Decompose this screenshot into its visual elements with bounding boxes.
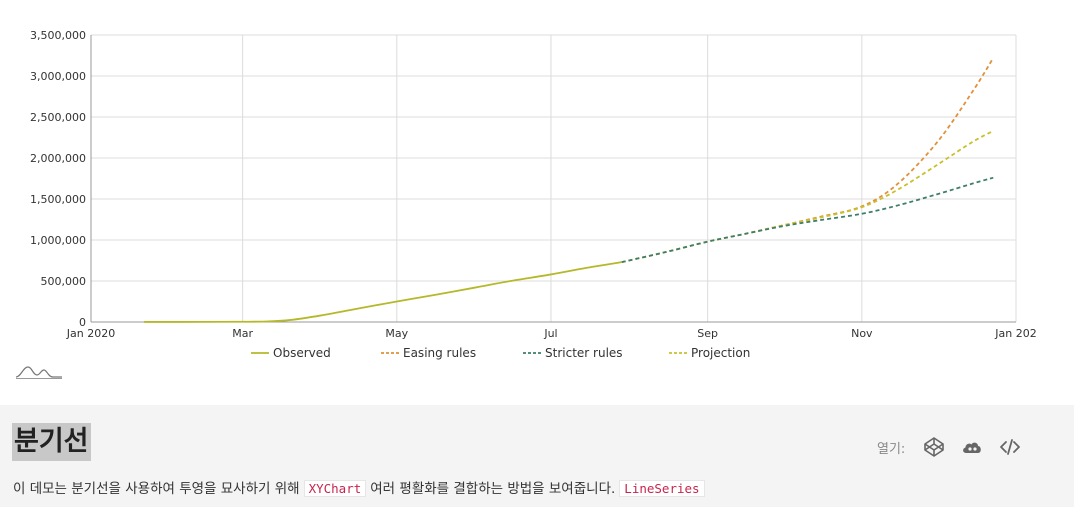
x-tick-label: Sep xyxy=(697,327,718,340)
legend-item[interactable]: Projection xyxy=(669,346,750,360)
legend-label: Stricter rules xyxy=(545,346,623,360)
y-tick-label: 3,500,000 xyxy=(30,29,86,42)
y-tick-label: 2,000,000 xyxy=(30,152,86,165)
x-tick-label: Jan 202 xyxy=(994,327,1036,340)
demo-footer: 분기선 열기: 이 데모는 분기선을 사용하여 투영을 묘사하기 위해 XYCha… xyxy=(0,405,1074,507)
legend-swatch xyxy=(523,352,541,354)
legend-item[interactable]: Observed xyxy=(251,346,331,360)
code-icon[interactable] xyxy=(998,435,1022,459)
y-tick-label: 0 xyxy=(79,316,86,329)
x-tick-label: Mar xyxy=(232,327,253,340)
x-tick-label: Jul xyxy=(543,327,557,340)
amcharts-logo-icon[interactable] xyxy=(15,364,65,380)
y-tick-label: 500,000 xyxy=(41,275,87,288)
legend-swatch xyxy=(381,352,399,354)
legend-swatch xyxy=(251,352,269,354)
y-tick-label: 1,500,000 xyxy=(30,193,86,206)
x-tick-label: Nov xyxy=(851,327,873,340)
series-line-observed xyxy=(144,261,622,323)
legend-label: Projection xyxy=(691,346,751,360)
y-tick-label: 3,000,000 xyxy=(30,70,86,83)
line-chart: 0 500,000 1,000,000 1,500,000 2,000,000 2,500… xyxy=(30,29,1037,340)
code-xychart: XYChart xyxy=(303,480,367,497)
desc-text-2: 여러 평활화를 결합하는 방법을 보여줍니다. xyxy=(370,481,616,497)
chart-legend: Observed Easing rules Stricter rules Projec… xyxy=(0,346,1074,364)
y-tick-label: 2,500,000 xyxy=(30,111,86,124)
x-tick-label: Jan 2020 xyxy=(66,327,115,340)
cloud-icon[interactable] xyxy=(960,435,984,459)
codepen-icon[interactable] xyxy=(922,435,946,459)
legend-item[interactable]: Stricter rules xyxy=(523,346,623,360)
legend-swatch xyxy=(669,352,687,354)
x-tick-label: May xyxy=(385,327,408,340)
legend-item[interactable]: Easing rules xyxy=(381,346,476,360)
series-line-projection xyxy=(621,130,994,264)
open-label: 열기: xyxy=(877,442,906,457)
desc-text-1: 이 데모는 분기선을 사용하여 투영을 묘사하기 위해 xyxy=(13,481,300,497)
demo-description: 이 데모는 분기선을 사용하여 투영을 묘사하기 위해 XYChart 여러 평활화… xyxy=(13,477,709,497)
y-tick-label: 1,000,000 xyxy=(30,234,86,247)
legend-label: Observed xyxy=(273,346,331,360)
code-lineseries: LineSeries xyxy=(619,480,705,497)
demo-title: 분기선 xyxy=(12,423,91,461)
series-line-easing-rules xyxy=(621,57,995,264)
chart-area: 0 500,000 1,000,000 1,500,000 2,000,000 2,500… xyxy=(0,29,1074,380)
legend-label: Easing rules xyxy=(403,346,477,360)
